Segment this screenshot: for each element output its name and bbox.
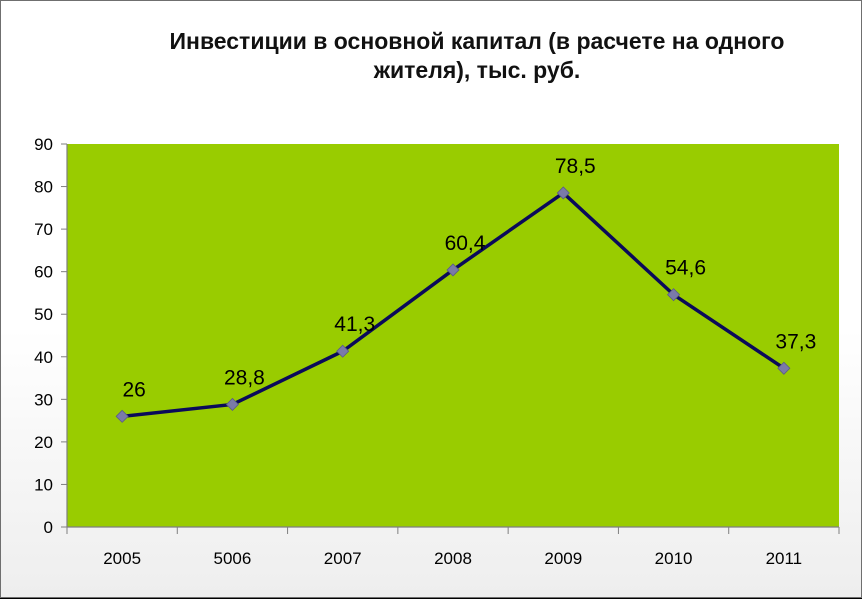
x-tick-label: 2007 — [324, 549, 362, 568]
data-labels: 26 28,8 41,3 60,4 78,5 54,6 37,3 — [122, 155, 816, 401]
y-axis: 0 10 20 30 40 50 60 70 80 90 — [34, 135, 67, 537]
x-axis: 2005 5006 2007 2008 2009 2010 2011 — [66, 527, 840, 568]
series — [115, 186, 791, 423]
plot-area — [67, 144, 839, 527]
data-point-marker — [556, 186, 570, 200]
y-tick-label: 30 — [34, 390, 53, 409]
x-tick-label: 2011 — [766, 549, 803, 568]
data-point-marker — [777, 361, 791, 375]
x-tick-label: 2009 — [544, 549, 582, 568]
data-point-marker — [336, 344, 350, 358]
data-point-marker — [446, 263, 460, 277]
y-tick-label: 40 — [34, 348, 53, 367]
data-point-marker — [667, 288, 681, 302]
data-label: 78,5 — [555, 155, 596, 178]
x-tick-label: 5006 — [214, 549, 252, 568]
data-point-marker — [115, 409, 129, 423]
axes — [66, 144, 839, 528]
x-tick-label: 2005 — [103, 549, 141, 568]
y-tick-label: 0 — [44, 518, 53, 537]
data-label: 28,8 — [224, 366, 265, 389]
data-label: 54,6 — [665, 257, 706, 280]
y-tick-label: 70 — [34, 220, 53, 239]
data-label: 26 — [122, 378, 145, 401]
y-tick-label: 20 — [34, 433, 53, 452]
data-point-marker — [225, 397, 239, 412]
y-tick-label: 90 — [34, 135, 53, 154]
x-tick-label: 2008 — [434, 549, 472, 568]
x-tick-label: 2010 — [655, 549, 693, 568]
y-tick-label: 60 — [34, 263, 53, 282]
data-label: 60,4 — [445, 232, 486, 255]
chart-title-line-2: жителя), тыс. руб. — [373, 57, 581, 83]
y-tick-label: 10 — [34, 475, 53, 494]
y-tick-label: 80 — [34, 178, 53, 197]
y-tick-label: 50 — [34, 305, 53, 324]
data-label: 41,3 — [334, 313, 375, 336]
chart-title-line-1: Инвестиции в основной капитал (в расчете… — [170, 28, 785, 54]
chart-title: Инвестиции в основной капитал (в расчете… — [170, 28, 785, 83]
data-label: 37,3 — [775, 330, 816, 353]
